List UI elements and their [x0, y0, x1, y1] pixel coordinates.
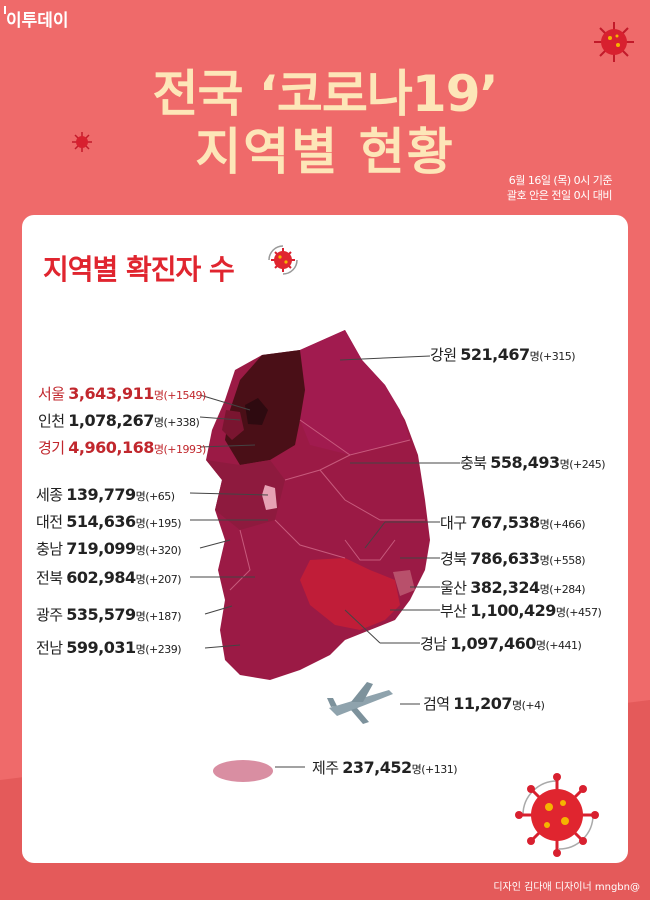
- label-ulsan: 울산 382,324명(+284): [440, 578, 586, 597]
- label-gyeongbuk: 경북 786,633명(+558): [440, 549, 586, 568]
- label-sejong: 세종 139,779명(+65): [36, 485, 175, 504]
- label-chungbuk: 충북 558,493명(+245): [460, 453, 606, 472]
- region-shape-chungnam: [206, 460, 285, 530]
- comparison-note: 괄호 안은 전일 0시 대비: [506, 189, 613, 202]
- label-busan: 부산 1,100,429명(+457): [440, 601, 602, 620]
- virus-icon: [72, 132, 92, 152]
- brand-logo: 이투데이: [6, 11, 69, 31]
- title-line2: 지역별 현황: [195, 123, 455, 181]
- credit-text: 디자인 김다애 디자이너 mngbn@: [493, 882, 640, 893]
- label-gwangju: 광주 535,579명(+187): [36, 605, 182, 624]
- label-daegu: 대구 767,538명(+466): [440, 513, 586, 532]
- region-shape-ulsan: [393, 570, 415, 596]
- card-title: 지역별 확진자 수: [43, 253, 235, 286]
- label-quarantine: 검역 11,207명(+4): [423, 694, 545, 713]
- label-daejeon: 대전 514,636명(+195): [36, 512, 182, 531]
- title-line1: 전국 ‘코로나19’: [152, 65, 499, 123]
- region-shape-seoul: [245, 398, 268, 425]
- label-incheon: 인천 1,078,267명(+338): [38, 411, 200, 430]
- region-shape-incheon: [222, 410, 244, 440]
- region-shape-gyeongnam: [300, 558, 400, 630]
- virus-icon: [268, 245, 298, 275]
- brand-mark: [4, 6, 6, 14]
- label-gyeongnam: 경남 1,097,460명(+441): [420, 634, 582, 653]
- label-gangwon: 강원 521,467명(+315): [430, 345, 576, 364]
- virus-icon: [594, 22, 634, 62]
- label-jeonbuk: 전북 602,984명(+207): [36, 568, 182, 587]
- label-jeonnam: 전남 599,031명(+239): [36, 638, 182, 657]
- label-jeju: 제주 237,452명(+131): [312, 758, 458, 777]
- label-gyeonggi: 경기 4,960,168명(+1993): [38, 438, 206, 457]
- date-note: 6월 16일 (목) 0시 기준: [508, 174, 613, 187]
- label-seoul: 서울 3,643,911명(+1549): [38, 384, 206, 403]
- label-chungnam: 충남 719,099명(+320): [36, 539, 182, 558]
- virus-icon: [515, 773, 599, 857]
- region-shape-jeju: [213, 760, 273, 782]
- region-shape-sejong: [262, 485, 277, 510]
- airplane-icon: [327, 682, 393, 724]
- region-shape-gangwon: [300, 330, 410, 455]
